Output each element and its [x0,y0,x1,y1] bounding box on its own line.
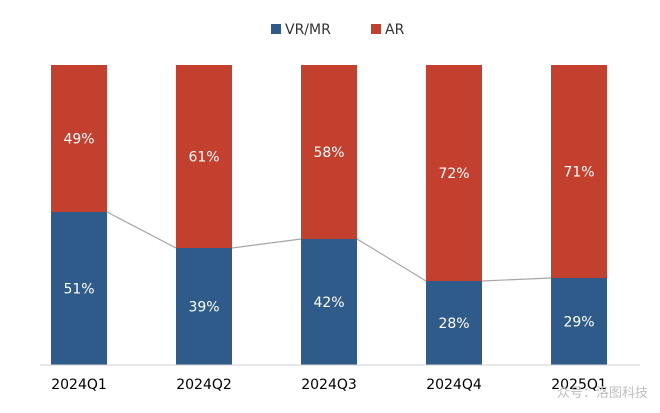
bar-vr-mr-2024q4 [426,281,482,365]
bar-ar-2024q4 [426,65,482,281]
x-tick-label-2024q4: 2024Q4 [426,377,482,393]
data-label-vr-mr-2025q1: 29% [563,315,594,331]
data-label-vr-mr-2024q2: 39% [188,300,219,316]
data-label-vr-mr-2024q1: 51% [63,282,94,298]
legend-label-ar: AR [385,22,405,38]
watermark: 众号：洛图科技 [556,386,648,401]
bars: 51% 49% 39% 61% 42% 58% 28% 72% 29% 71% [51,65,607,365]
data-label-vr-mr-2024q4: 28% [438,316,469,332]
connector-line-2 [231,238,302,249]
connector-line-4 [481,277,552,282]
bar-vr-mr-2025q1 [551,278,607,365]
legend-swatch-ar [371,24,381,34]
x-tick-label-2024q2: 2024Q2 [176,377,232,393]
legend-label-vr-mr: VR/MR [285,22,331,38]
data-label-ar-2025q1: 71% [563,165,594,181]
x-tick-label-2024q3: 2024Q3 [301,377,357,393]
data-label-vr-mr-2024q3: 42% [313,295,344,311]
data-label-ar-2024q4: 72% [438,166,469,182]
data-label-ar-2024q1: 49% [63,132,94,148]
bar-ar-2024q1 [51,65,107,212]
bar-ar-2024q2 [176,65,232,248]
x-tick-label-2025q1: 2025Q1 [551,377,607,393]
data-label-ar-2024q2: 61% [188,150,219,166]
bar-ar-2025q1 [551,65,607,278]
bar-vr-mr-2024q3 [301,239,357,365]
bar-vr-mr-2024q2 [176,248,232,365]
bar-vr-mr-2024q1 [51,212,107,365]
x-tick-label-2024q1: 2024Q1 [51,377,107,393]
connector-lines [106,211,552,282]
data-label-ar-2024q3: 58% [313,145,344,161]
x-axis-ticks: 2024Q1 2024Q2 2024Q3 2024Q4 2025Q1 [51,377,607,393]
connector-line-1 [106,211,177,249]
legend: VR/MR AR [271,22,405,38]
bar-ar-2024q3 [301,65,357,239]
legend-swatch-vr-mr [271,24,281,34]
connector-line-3 [356,238,427,282]
